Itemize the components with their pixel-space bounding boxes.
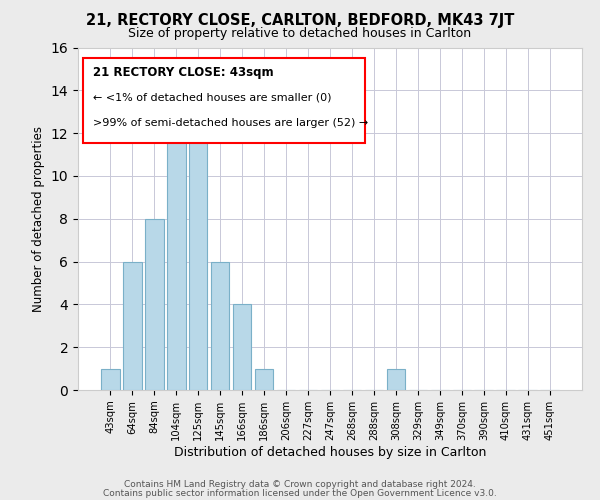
Text: 21, RECTORY CLOSE, CARLTON, BEDFORD, MK43 7JT: 21, RECTORY CLOSE, CARLTON, BEDFORD, MK4… xyxy=(86,12,514,28)
Text: Size of property relative to detached houses in Carlton: Size of property relative to detached ho… xyxy=(128,26,472,40)
Bar xyxy=(233,304,251,390)
FancyBboxPatch shape xyxy=(83,58,365,144)
Text: ← <1% of detached houses are smaller (0): ← <1% of detached houses are smaller (0) xyxy=(93,92,332,102)
Bar xyxy=(255,368,274,390)
Text: 21 RECTORY CLOSE: 43sqm: 21 RECTORY CLOSE: 43sqm xyxy=(93,66,274,80)
Bar xyxy=(123,262,142,390)
Bar xyxy=(386,368,405,390)
Bar xyxy=(189,133,208,390)
Text: Contains HM Land Registry data © Crown copyright and database right 2024.: Contains HM Land Registry data © Crown c… xyxy=(124,480,476,489)
X-axis label: Distribution of detached houses by size in Carlton: Distribution of detached houses by size … xyxy=(174,446,486,458)
Bar xyxy=(167,112,185,390)
Bar xyxy=(145,219,164,390)
Bar xyxy=(101,368,119,390)
Bar xyxy=(211,262,229,390)
Text: >99% of semi-detached houses are larger (52) →: >99% of semi-detached houses are larger … xyxy=(93,118,368,128)
Y-axis label: Number of detached properties: Number of detached properties xyxy=(32,126,45,312)
Text: Contains public sector information licensed under the Open Government Licence v3: Contains public sector information licen… xyxy=(103,489,497,498)
